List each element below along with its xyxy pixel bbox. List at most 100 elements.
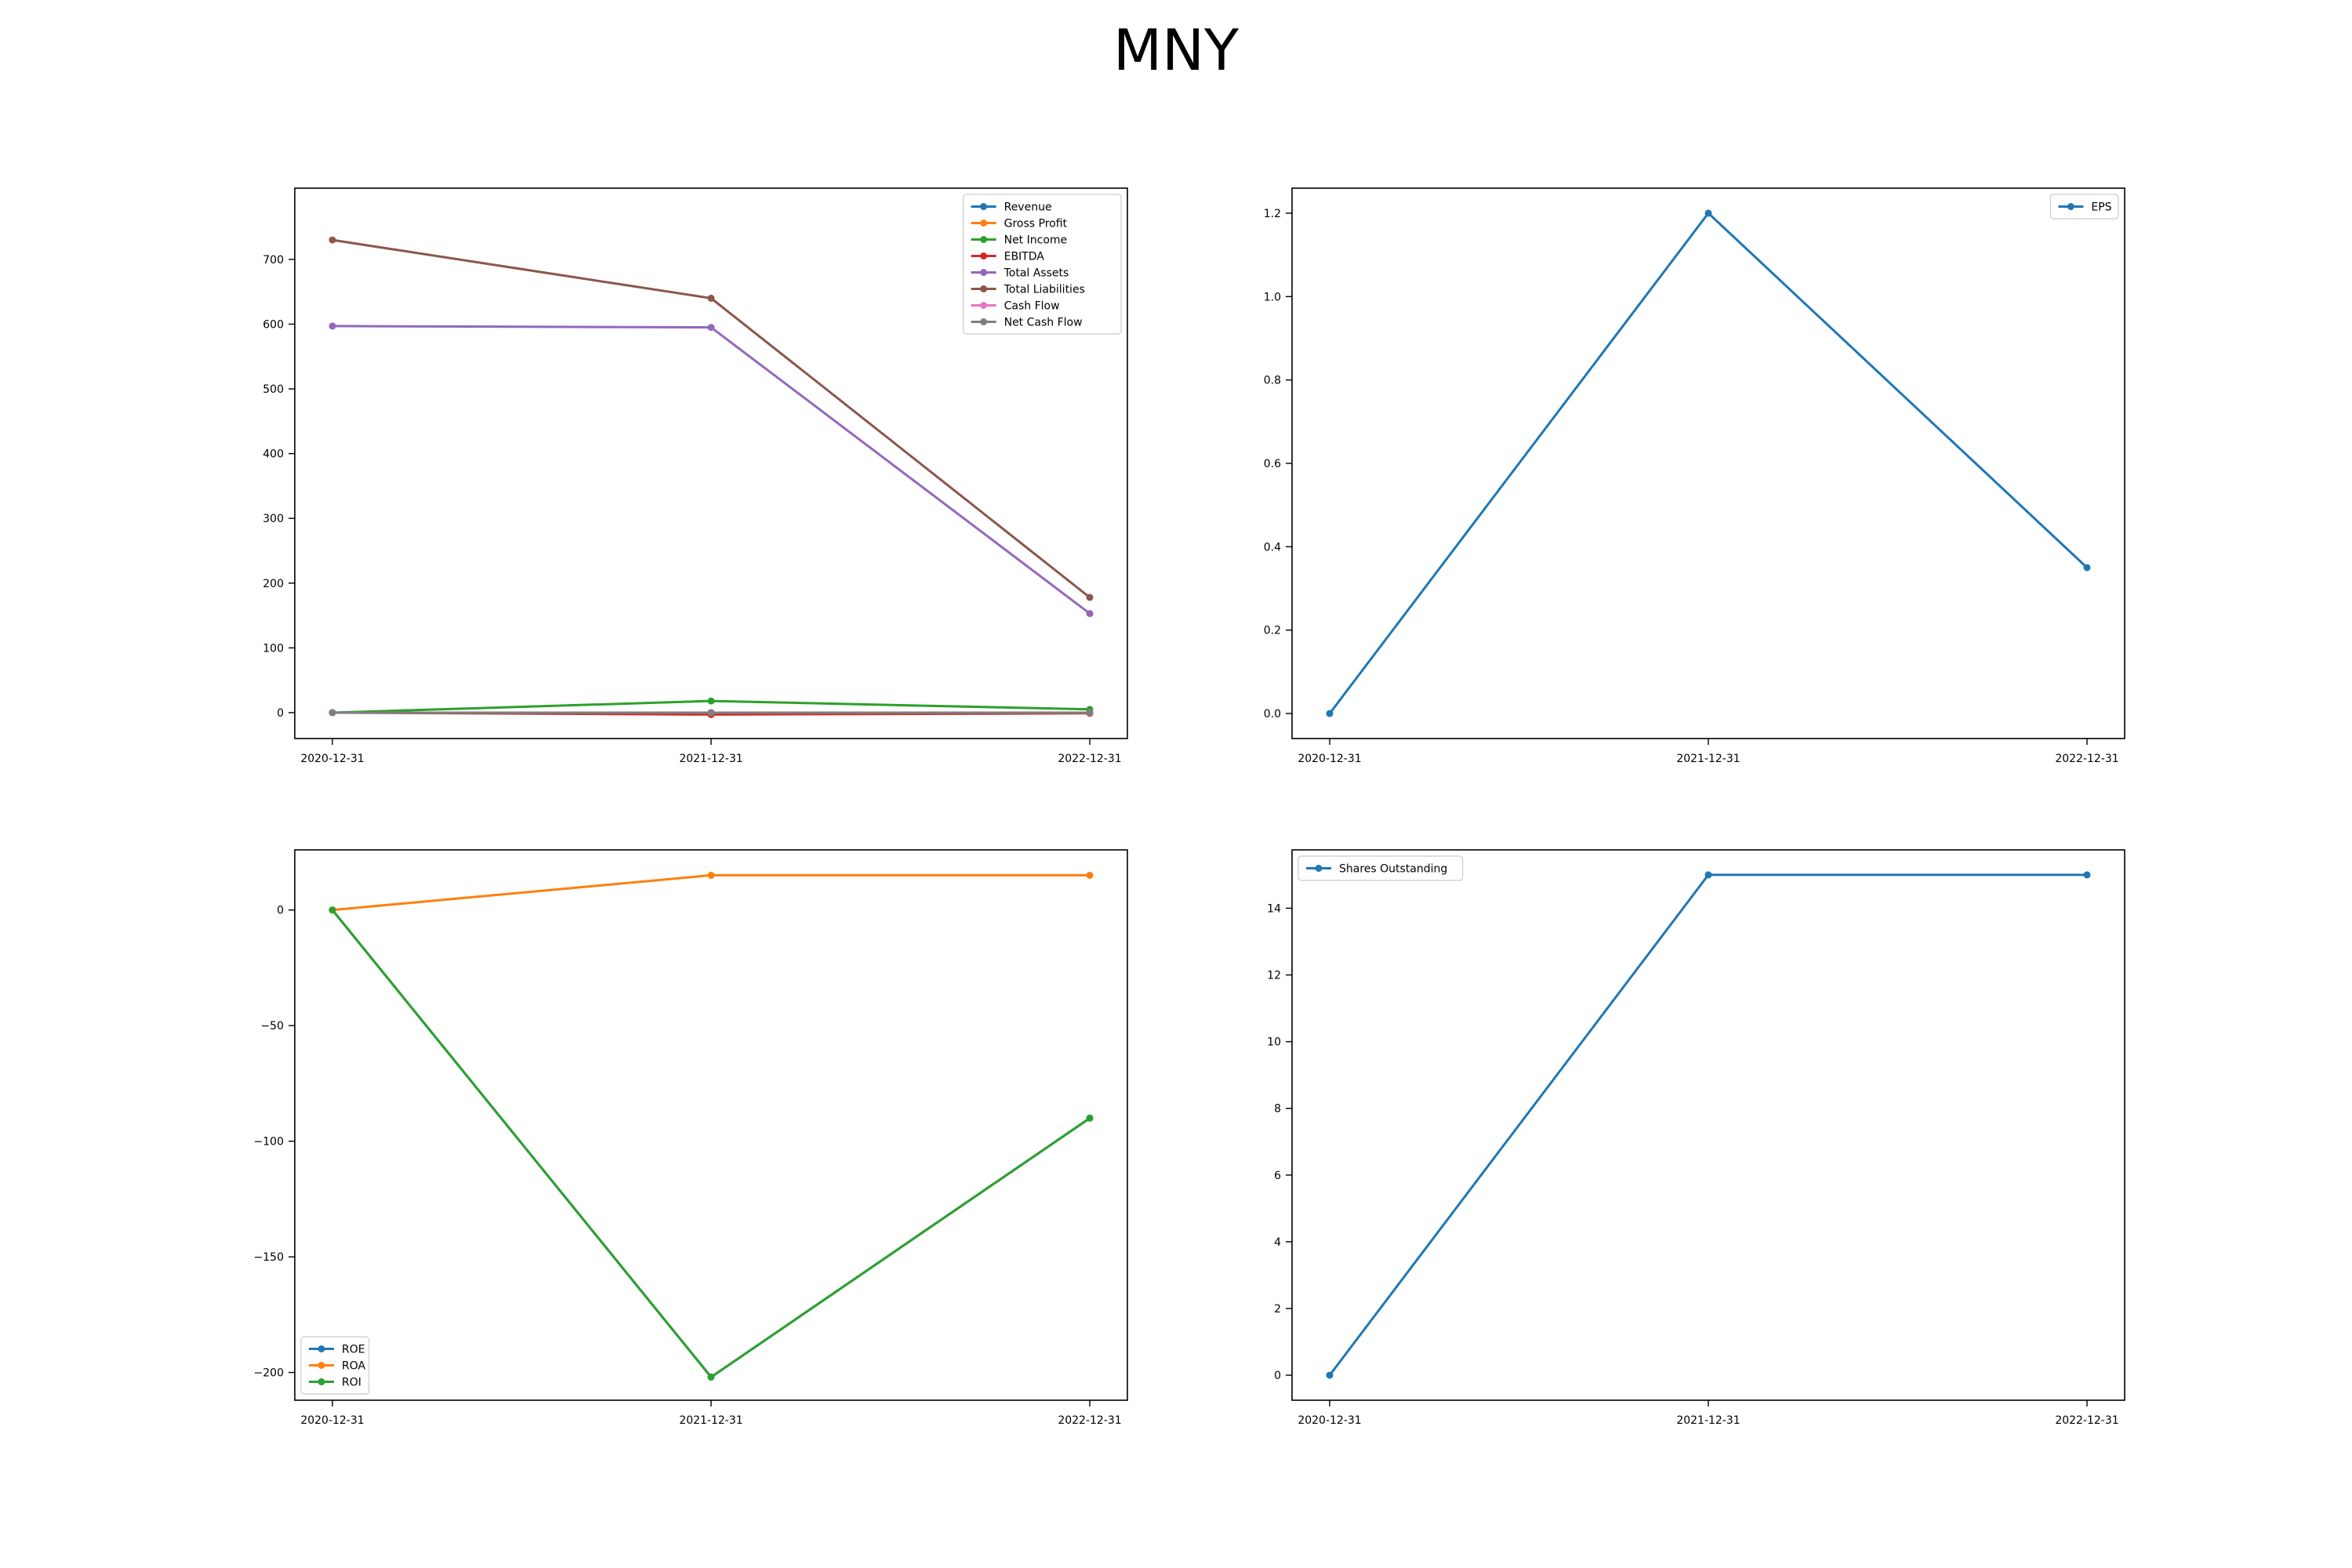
y-tick-label: 0 [277,707,284,720]
legend-marker [1315,865,1323,872]
y-tick-label: 1.0 [1264,291,1281,303]
data-point [1086,593,1094,601]
series-roa [328,871,1094,914]
figure-title: MNY [1113,17,1239,83]
legend-label: ROI [342,1377,361,1389]
y-tick-label: 2 [1274,1303,1281,1316]
data-point [1086,871,1094,879]
legend: Shares Outstanding [1298,855,1464,881]
subplot-4: 0 2 4 6 8 10 12 14 2020-12-31 2021-12-31 2022-12-3… [1267,849,2125,1427]
x-tick-label: 2022-12-31 [1058,753,1121,765]
x-tick-label: 2022-12-31 [2055,1414,2118,1427]
y-tick-label: 1.2 [1264,208,1281,220]
legend-box [2049,194,2119,220]
series-total-assets [328,322,1094,618]
x-tick-label: 2022-12-31 [2055,753,2118,765]
data-point [328,906,336,914]
x-tick-label: 2021-12-31 [679,1414,742,1427]
subplot-3: −200 −150 −100 −50 0 2020-12-31 2021-12-31 2022… [254,849,1128,1427]
x-tick-label: 2021-12-31 [1676,1414,1740,1427]
legend-label: Total Assets [1004,267,1069,280]
data-point [1326,1371,1334,1379]
y-tick-label: 0.2 [1264,625,1281,637]
y-tick-label: 12 [1267,970,1281,982]
x-tick-label: 2020-12-31 [300,1414,364,1427]
subplot-2: 0.0 0.2 0.4 0.6 0.8 1.0 1.2 2020-12-31 2021-12-3… [1264,187,2125,765]
legend-marker [318,1378,325,1385]
legend-marker [318,1345,325,1352]
x-tick-label: 2020-12-31 [1298,1414,1361,1427]
axes-frame [1291,187,2125,739]
y-tick-label: 700 [263,254,284,267]
series-roe [328,906,1094,1381]
y-tick-label: 14 [1267,902,1281,915]
legend-label: ROA [342,1360,366,1373]
legend-label: Net Cash Flow [1004,317,1083,329]
series-line [332,873,1090,912]
series-line [331,909,1091,1379]
y-tick-label: 0 [1274,1370,1281,1382]
legend: ROE ROA ROI [300,1336,370,1395]
data-point [707,697,715,705]
legend-marker [980,269,988,276]
data-point [707,709,715,717]
data-point [1326,710,1334,717]
series-line [1328,873,2087,1377]
data-point [1086,610,1094,618]
y-tick-label: 400 [263,448,284,461]
legend-marker [980,302,988,309]
legend-box [1298,855,1464,881]
series-total-liabilities [328,236,1094,601]
y-tick-label: 4 [1274,1236,1281,1249]
legend-label: Total Liabilities [1004,284,1085,296]
y-tick-label: 100 [263,642,284,655]
y-tick-label: 0 [277,905,284,917]
x-tick-label: 2020-12-31 [1298,753,1361,765]
legend-label: Shares Outstanding [1339,863,1447,876]
legend-box [300,1336,370,1395]
legend-label: Gross Profit [1004,218,1068,230]
data-point [2083,564,2091,572]
legend-marker [980,252,988,260]
y-tick-label: −200 [254,1367,284,1380]
subplot-1: 0 100 200 300 400 500 600 700 2020-12-31 2021-12-… [263,187,1128,765]
legend-marker [2067,203,2074,210]
y-tick-label: 200 [263,578,284,590]
x-tick-label: 2020-12-31 [300,753,364,765]
y-tick-label: −150 [254,1251,284,1264]
y-tick-label: 0.0 [1264,708,1281,720]
y-tick-label: 600 [263,318,284,331]
data-point [2083,871,2091,879]
x-tick-label: 2022-12-31 [1058,1414,1121,1427]
y-tick-label: 6 [1274,1170,1281,1182]
series-net-cash-flow [328,709,1094,717]
legend-box [962,194,1122,335]
data-point [1086,709,1094,717]
data-point [707,871,715,879]
y-tick-label: 0.6 [1264,458,1281,470]
y-tick-label: 0.4 [1264,541,1281,554]
data-point [1086,1114,1094,1122]
legend-label: ROE [342,1344,365,1356]
legend-label: EBITDA [1004,251,1045,263]
y-tick-label: −100 [254,1136,284,1149]
legend-marker [318,1362,325,1369]
y-tick-label: −50 [260,1020,284,1033]
axes-frame [294,849,1128,1401]
data-point [707,294,715,302]
y-tick-label: 300 [263,513,284,525]
series-roi [328,906,1094,1381]
legend-label: Revenue [1004,201,1052,214]
y-tick-label: 8 [1274,1103,1281,1116]
legend-marker [980,285,988,292]
axes-frame [1291,849,2125,1401]
data-point [707,324,715,332]
legend-marker [980,236,988,243]
legend-marker [980,318,988,325]
data-point [328,236,336,244]
data-point [328,709,336,717]
series-line [1328,211,2089,715]
data-point [1704,209,1712,217]
series-line [332,325,1091,615]
